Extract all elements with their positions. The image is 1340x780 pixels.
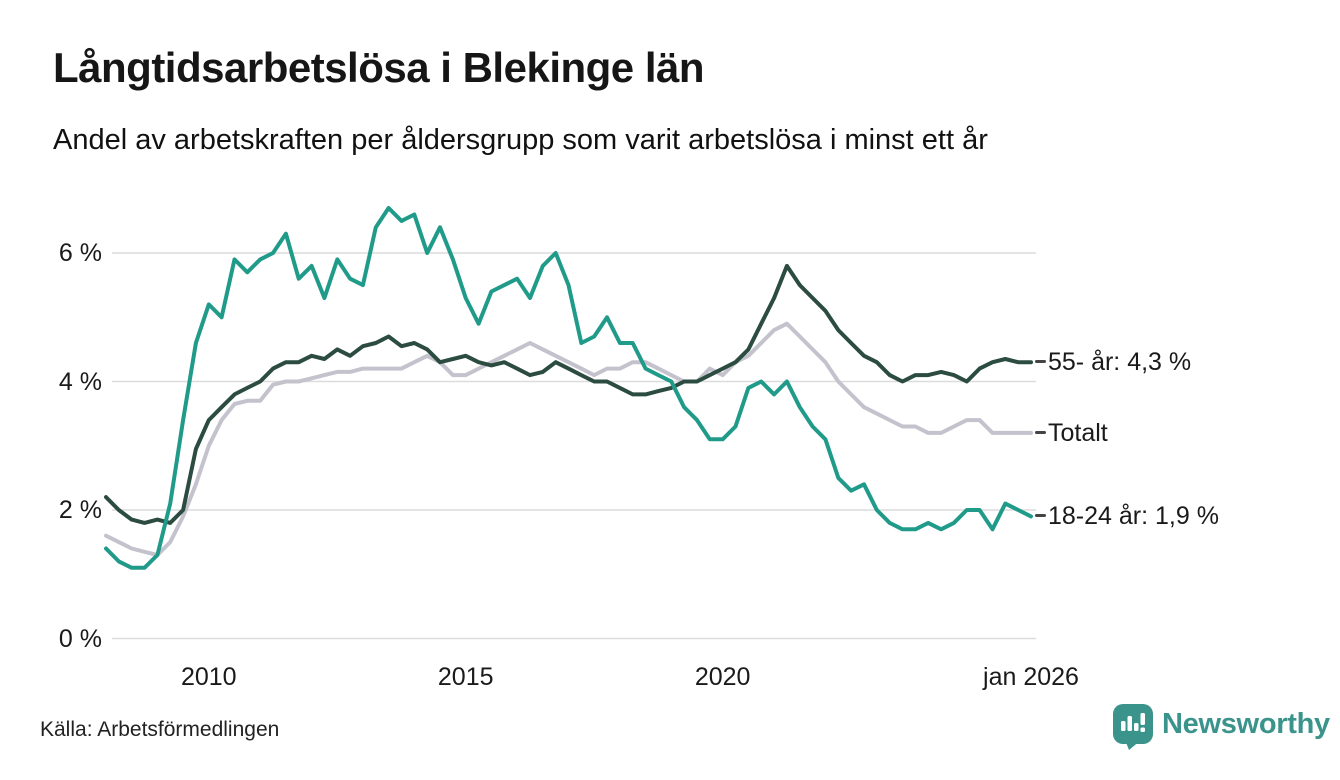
page-title: Långtidsarbetslösa i Blekinge län: [53, 44, 705, 91]
label-connector-dash: [1035, 360, 1046, 364]
y-tick-label: 6 %: [58, 239, 102, 267]
series-lines: [104, 206, 1033, 570]
brand-name: Newsworthy: [1162, 708, 1330, 740]
y-tick-label: 0 %: [58, 624, 102, 653]
x-tick-label: 2020: [694, 663, 751, 691]
label-connector-dash: [1035, 514, 1046, 518]
series-end-label-Totalt: Totalt: [1048, 418, 1108, 447]
series-line-Totalt: [104, 321, 1033, 557]
series-line-18-24 år: [104, 206, 1033, 570]
newsworthy-icon: [1113, 704, 1153, 750]
brand-logo: Newsworthy: [1112, 702, 1330, 750]
chart-subtitle: Andel av arbetskraften per åldersgrupp s…: [53, 124, 988, 156]
x-tick-label: jan 2026: [983, 663, 1079, 691]
x-tick-label: 2010: [180, 663, 237, 691]
source-note: Källa: Arbetsförmedlingen: [40, 718, 280, 741]
y-tick-label: 2 %: [58, 496, 102, 524]
y-tick-label: 4 %: [58, 367, 102, 396]
series-end-label-55- år: 55- år: 4,3 %: [1048, 348, 1192, 377]
label-connector-dash: [1035, 430, 1046, 434]
series-line-55- år: [104, 263, 1033, 525]
x-tick-label: 2015: [437, 663, 494, 691]
gridlines: [112, 252, 1036, 640]
series-end-label-18-24 år: 18-24 år: 1,9 %: [1048, 502, 1219, 531]
